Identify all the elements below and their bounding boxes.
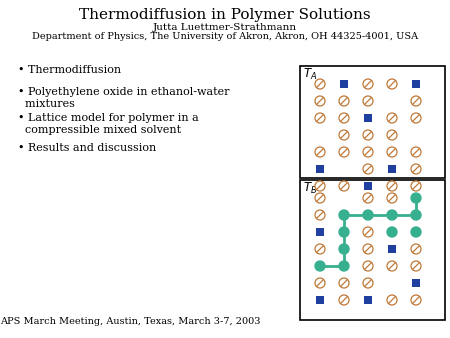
- Text: • Results and discussion: • Results and discussion: [18, 143, 156, 153]
- Circle shape: [387, 295, 397, 305]
- Circle shape: [411, 113, 421, 123]
- Bar: [412, 80, 420, 88]
- Circle shape: [363, 244, 373, 254]
- Circle shape: [387, 147, 397, 157]
- Circle shape: [363, 210, 373, 220]
- Circle shape: [363, 147, 373, 157]
- Circle shape: [339, 147, 349, 157]
- Circle shape: [387, 210, 397, 220]
- Circle shape: [411, 244, 421, 254]
- Circle shape: [363, 164, 373, 174]
- Text: • Polyethylene oxide in ethanol-water
  mixtures: • Polyethylene oxide in ethanol-water mi…: [18, 87, 230, 108]
- Bar: [364, 182, 372, 190]
- Circle shape: [315, 79, 325, 89]
- Circle shape: [315, 181, 325, 191]
- Circle shape: [315, 244, 325, 254]
- Circle shape: [339, 130, 349, 140]
- Circle shape: [363, 96, 373, 106]
- Bar: [364, 114, 372, 122]
- Circle shape: [363, 261, 373, 271]
- Bar: [300, 66, 445, 178]
- Text: Jutta Luettmer-Strathmann: Jutta Luettmer-Strathmann: [153, 23, 297, 32]
- Text: APS March Meeting, Austin, Texas, March 3-7, 2003: APS March Meeting, Austin, Texas, March …: [0, 317, 260, 326]
- Circle shape: [315, 278, 325, 288]
- Circle shape: [339, 227, 349, 237]
- Circle shape: [363, 227, 373, 237]
- Circle shape: [411, 164, 421, 174]
- Bar: [340, 80, 348, 88]
- Text: Department of Physics, The University of Akron, Akron, OH 44325-4001, USA: Department of Physics, The University of…: [32, 32, 418, 41]
- Bar: [316, 165, 324, 173]
- Circle shape: [339, 210, 349, 220]
- Circle shape: [363, 193, 373, 203]
- Circle shape: [363, 278, 373, 288]
- Circle shape: [411, 295, 421, 305]
- Circle shape: [387, 193, 397, 203]
- Circle shape: [411, 147, 421, 157]
- Circle shape: [315, 210, 325, 220]
- Text: • Thermodiffusion: • Thermodiffusion: [18, 65, 121, 75]
- Circle shape: [411, 210, 421, 220]
- Circle shape: [315, 193, 325, 203]
- Circle shape: [315, 96, 325, 106]
- Circle shape: [339, 113, 349, 123]
- Bar: [364, 296, 372, 304]
- Text: Thermodiffusion in Polymer Solutions: Thermodiffusion in Polymer Solutions: [79, 8, 371, 22]
- Bar: [388, 245, 396, 253]
- Circle shape: [411, 193, 421, 203]
- Circle shape: [387, 79, 397, 89]
- Circle shape: [315, 147, 325, 157]
- Circle shape: [363, 79, 373, 89]
- Bar: [412, 279, 420, 287]
- Circle shape: [387, 130, 397, 140]
- Circle shape: [315, 113, 325, 123]
- Bar: [300, 180, 445, 320]
- Circle shape: [411, 181, 421, 191]
- Circle shape: [411, 96, 421, 106]
- Circle shape: [339, 181, 349, 191]
- Circle shape: [363, 130, 373, 140]
- Circle shape: [387, 227, 397, 237]
- Circle shape: [339, 278, 349, 288]
- Circle shape: [339, 295, 349, 305]
- Circle shape: [387, 113, 397, 123]
- Circle shape: [339, 261, 349, 271]
- Circle shape: [411, 261, 421, 271]
- Text: $T_B$: $T_B$: [303, 181, 317, 196]
- Text: $T_A$: $T_A$: [303, 67, 317, 82]
- Circle shape: [411, 227, 421, 237]
- Circle shape: [339, 244, 349, 254]
- Circle shape: [339, 96, 349, 106]
- Circle shape: [387, 261, 397, 271]
- Bar: [316, 296, 324, 304]
- Text: • Lattice model for polymer in a
  compressible mixed solvent: • Lattice model for polymer in a compres…: [18, 113, 199, 135]
- Circle shape: [315, 261, 325, 271]
- Bar: [316, 228, 324, 236]
- Circle shape: [387, 181, 397, 191]
- Bar: [388, 165, 396, 173]
